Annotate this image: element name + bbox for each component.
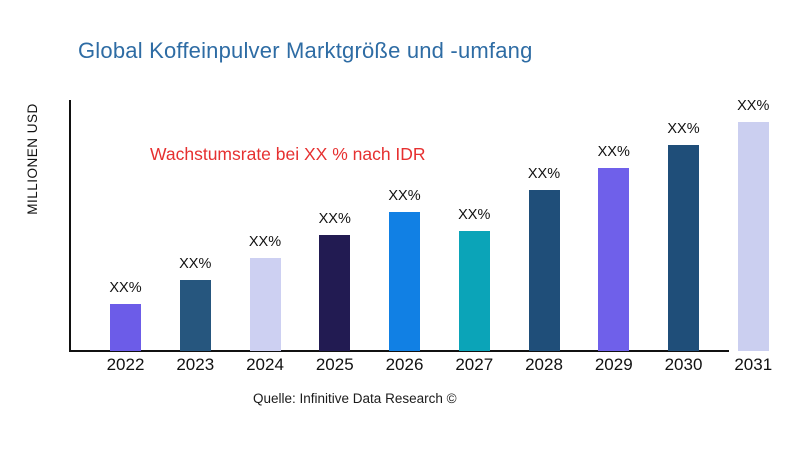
bar-value-label: XX% — [458, 207, 491, 223]
bar-2022 — [110, 304, 141, 351]
bar-2030 — [668, 145, 699, 351]
x-tick-label: 2028 — [525, 355, 563, 374]
source-caption: Quelle: Infinitive Data Research © — [253, 391, 457, 406]
bar-value-label: XX% — [388, 188, 421, 204]
bar-value-label: XX% — [667, 121, 700, 137]
x-tick-label: 2026 — [385, 355, 424, 374]
bar-value-label: XX% — [318, 211, 351, 227]
x-tick-label: 2031 — [734, 355, 773, 374]
bar-2024 — [249, 258, 281, 351]
bar-2027 — [458, 231, 490, 351]
bar-value-label: XX% — [527, 166, 561, 182]
bar-2025 — [319, 235, 351, 351]
x-tick-label: 2030 — [664, 355, 703, 374]
bar-2029 — [598, 168, 630, 351]
x-tick-label: 2023 — [176, 355, 215, 374]
bar-value-label: XX% — [737, 98, 770, 114]
x-tick-label: 2025 — [315, 355, 354, 374]
chart-title: Global Koffeinpulver Marktgröße und -umf… — [78, 38, 533, 63]
bar-value-label: XX% — [179, 256, 212, 272]
y-axis-line — [69, 100, 71, 351]
bar-2026 — [389, 212, 420, 351]
growth-rate-annotation: Wachstumsrate bei XX % nach IDR — [150, 144, 426, 164]
bar-2023 — [179, 280, 211, 351]
x-tick-label: 2022 — [106, 355, 145, 374]
y-axis-title: MILLIONEN USD — [25, 103, 40, 215]
bar-2028 — [528, 190, 560, 351]
bar-value-label: XX% — [597, 144, 630, 160]
bar-value-label: XX% — [109, 280, 142, 296]
bar-2031 — [737, 122, 769, 351]
bar-value-label: XX% — [248, 234, 282, 250]
x-tick-label: 2024 — [246, 355, 284, 374]
x-tick-label: 2027 — [455, 355, 494, 374]
x-tick-label: 2029 — [594, 355, 633, 374]
